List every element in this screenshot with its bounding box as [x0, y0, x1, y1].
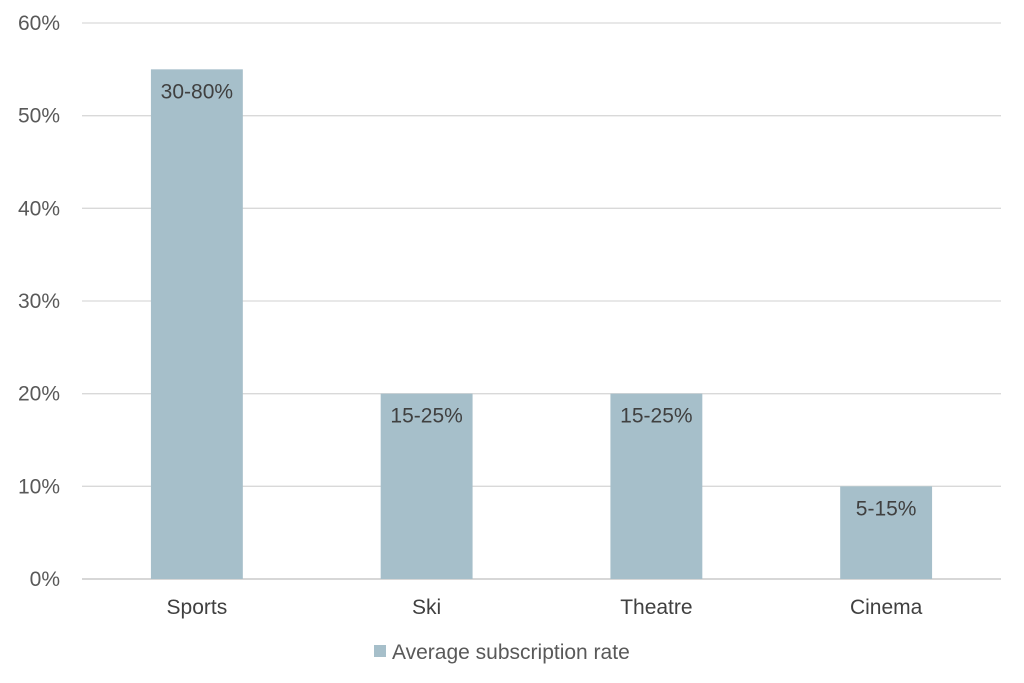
legend-label: Average subscription rate — [392, 641, 630, 664]
bar — [840, 486, 933, 579]
x-tick-label: Cinema — [850, 596, 923, 619]
y-tick-label: 10% — [18, 475, 60, 498]
legend: Average subscription rate — [374, 641, 630, 664]
bar — [150, 69, 243, 579]
data-labels: 30-80% 15-25% 15-25% 5-15% — [161, 80, 917, 520]
x-axis-ticks: Sports Ski Theatre Cinema — [167, 596, 923, 619]
x-tick-label: Ski — [412, 596, 441, 619]
data-label: 15-25% — [620, 405, 692, 428]
y-tick-label: 0% — [30, 568, 60, 591]
x-tick-label: Sports — [167, 596, 228, 619]
x-tick-label: Theatre — [620, 596, 692, 619]
data-label: 30-80% — [161, 80, 233, 103]
bars — [150, 69, 933, 579]
y-axis-ticks: 0% 10% 20% 30% 40% 50% 60% — [18, 12, 60, 591]
y-tick-label: 40% — [18, 197, 60, 220]
data-label: 5-15% — [856, 497, 917, 520]
y-tick-label: 50% — [18, 105, 60, 128]
y-tick-label: 60% — [18, 12, 60, 35]
bar — [380, 393, 473, 579]
legend-swatch — [374, 645, 386, 657]
y-tick-label: 20% — [18, 383, 60, 406]
y-tick-label: 30% — [18, 290, 60, 313]
data-label: 15-25% — [390, 405, 462, 428]
bar — [610, 393, 703, 579]
